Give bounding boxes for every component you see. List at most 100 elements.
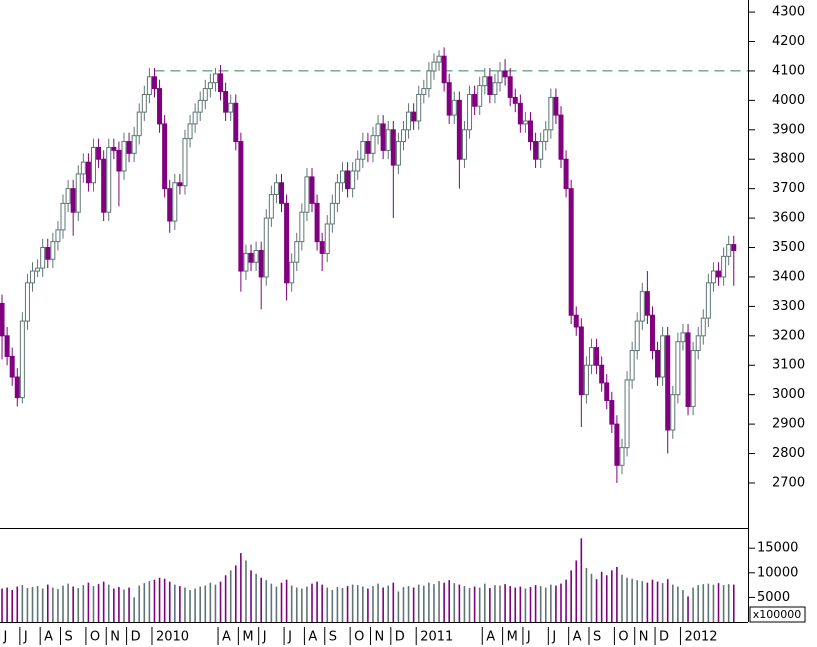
y-tick-label: 3200 (772, 328, 805, 343)
x-tick-label: A (573, 630, 582, 645)
volume-bar (82, 585, 85, 622)
candle-body (279, 182, 285, 204)
volume-bar (565, 579, 567, 622)
volume-bar (260, 577, 262, 622)
candle-body (350, 170, 356, 190)
volume-bar (250, 570, 252, 622)
volume-bar (595, 579, 598, 622)
volume-bar (422, 585, 425, 622)
y-tick-label: 15000 (757, 541, 798, 556)
candle-body (65, 188, 71, 204)
x-tick-label: N (639, 630, 649, 645)
candle-body (380, 123, 386, 151)
volume-bar (174, 584, 176, 622)
volume-bar (605, 575, 608, 622)
candle-body (268, 194, 274, 219)
candle-body (416, 93, 422, 122)
candle-body (192, 111, 198, 125)
volume-bar (570, 570, 572, 622)
volume-bar (143, 583, 146, 622)
x-tick-label: J (551, 630, 556, 645)
x-tick-label: N (374, 630, 384, 645)
candle-body (604, 382, 610, 402)
volume-bar (677, 586, 679, 622)
candle-body (436, 55, 442, 63)
volume-bar (611, 570, 613, 622)
volume-bar (636, 580, 639, 622)
y-tick-label: 3600 (772, 211, 805, 226)
candle-body (614, 423, 620, 466)
candle-body (370, 135, 376, 154)
volume-bar (128, 587, 130, 622)
volume-bar (179, 586, 181, 622)
candle-body (507, 76, 513, 98)
candle-body (35, 267, 41, 272)
volume-bar (26, 588, 29, 622)
volume-bar (36, 586, 39, 622)
volume-bar (326, 587, 329, 622)
x-tick-label: J (3, 630, 8, 645)
volume-bar (113, 588, 115, 622)
y-tick-label: 5000 (757, 590, 790, 605)
candle-body (212, 73, 218, 84)
volume-bar (311, 583, 313, 622)
x-tick-label: D (131, 630, 141, 645)
volume-bar (194, 588, 196, 622)
candle-body (594, 347, 600, 366)
volume-bar (519, 586, 522, 622)
volume-bar (382, 587, 384, 622)
volume-bar (580, 538, 583, 622)
volume-bar (646, 582, 649, 622)
candle-body (543, 129, 549, 143)
volume-bar (118, 587, 120, 622)
y-tick-label: 4100 (772, 63, 805, 78)
volume-bar (280, 582, 283, 622)
candle-body (553, 96, 559, 116)
x-tick-label: A (308, 630, 317, 645)
volume-bar (544, 587, 547, 622)
candle-body (411, 111, 417, 122)
x-tick-label: D (395, 630, 405, 645)
volume-bar (555, 585, 557, 622)
volume-bar (702, 584, 705, 622)
candle-body (695, 335, 701, 352)
candle-body (223, 91, 229, 113)
candle-body (710, 270, 716, 284)
candle-body (390, 129, 396, 166)
candle-body (624, 379, 630, 449)
volume-bar (133, 597, 135, 622)
candle-body (426, 70, 432, 90)
candle-body (431, 61, 437, 72)
candle-body (568, 188, 574, 316)
volume-bar (52, 587, 54, 622)
candle-body (406, 111, 412, 131)
candle-body (45, 247, 51, 260)
candle-body (355, 158, 361, 172)
candle-body (294, 241, 300, 263)
candle-body (400, 129, 406, 143)
volume-bar (631, 578, 633, 622)
volume-bar (397, 591, 400, 622)
y-tick-label: 3500 (772, 240, 805, 255)
candle-body (30, 270, 36, 284)
volume-bar (229, 570, 232, 622)
volume-bar (11, 590, 13, 622)
candle-body (177, 182, 183, 187)
y-tick-label: 3000 (772, 387, 805, 402)
candle-body (675, 341, 681, 396)
candle-body (263, 217, 269, 278)
candle-body (487, 76, 493, 95)
candle-body (522, 120, 528, 125)
candle-body (731, 244, 737, 251)
candle-body (319, 241, 325, 254)
candle-body (121, 141, 127, 172)
volume-bar (6, 587, 8, 622)
volume-bar (168, 581, 171, 622)
candle-body (309, 176, 315, 204)
candle-body (273, 182, 279, 196)
volume-bar (504, 584, 506, 622)
volume-bar (671, 584, 674, 622)
candle-body (670, 394, 676, 431)
candle-body (172, 182, 178, 222)
candle-body (233, 102, 239, 143)
